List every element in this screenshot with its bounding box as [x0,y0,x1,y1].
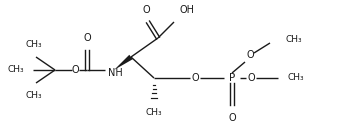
Text: O: O [142,5,150,15]
Text: O: O [246,50,254,60]
Text: NH: NH [108,68,123,78]
Text: O: O [191,73,199,83]
Text: O: O [83,33,91,43]
Text: CH₃: CH₃ [7,66,24,75]
Text: CH₃: CH₃ [146,108,162,117]
Text: CH₃: CH₃ [288,74,305,83]
Text: O: O [228,113,236,123]
Text: CH₃: CH₃ [26,40,42,49]
Text: CH₃: CH₃ [286,35,303,44]
Text: O: O [247,73,255,83]
Text: P: P [229,73,235,83]
Text: OH: OH [180,5,195,15]
Text: O: O [71,65,79,75]
Text: CH₃: CH₃ [26,91,42,100]
Polygon shape [114,55,133,70]
